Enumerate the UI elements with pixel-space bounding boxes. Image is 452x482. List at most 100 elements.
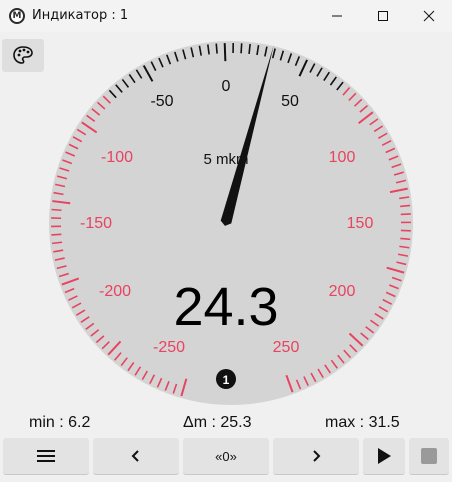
zero-button[interactable]: «0» (183, 438, 269, 475)
dial-tick (95, 335, 105, 344)
dial-tick (310, 372, 317, 383)
title-bar: M Индикатор : 1 (0, 0, 452, 32)
dial-tick (391, 163, 402, 169)
app-logo-icon: M (9, 8, 25, 24)
dial-tick (91, 108, 101, 116)
dial-tick (61, 277, 80, 286)
hamburger-icon (37, 450, 55, 462)
maximize-button[interactable] (360, 0, 406, 32)
close-button[interactable] (406, 0, 452, 32)
dial-tick (127, 361, 135, 372)
dial-tick (85, 322, 95, 330)
minimize-icon (332, 15, 342, 17)
dial-tick (381, 140, 392, 147)
dial-tick (90, 329, 100, 337)
dial-tick (121, 78, 130, 88)
dial-tick (391, 276, 402, 282)
dial-tick (348, 92, 357, 102)
dial-tick (174, 51, 179, 62)
dial-tick (71, 302, 82, 309)
dial-tick (279, 50, 285, 61)
palette-icon (13, 46, 33, 64)
dial-tick (359, 105, 368, 113)
dial-tick (80, 316, 90, 324)
dial-tick (56, 265, 67, 270)
dial-tick (385, 291, 396, 298)
dial-tick (142, 65, 154, 82)
dial-tick (108, 89, 117, 99)
label-100: 100 (329, 149, 356, 166)
dial-tick (353, 98, 363, 107)
dial-tick (115, 84, 123, 93)
dial-tick (149, 374, 156, 385)
dial-tick (215, 43, 218, 54)
dial-tick (397, 253, 409, 257)
previous-button[interactable] (93, 438, 179, 475)
label-minus-150: -150 (80, 215, 112, 232)
dial-tick (240, 43, 243, 54)
label-zero: 0 (222, 78, 231, 95)
dial-tick (52, 200, 71, 205)
dial-tick (377, 132, 388, 139)
dial-tick (400, 204, 411, 208)
dial-tick (378, 306, 389, 313)
dial-tick (101, 341, 110, 350)
label-minus-50: -50 (150, 93, 173, 110)
dial-tick (223, 43, 227, 62)
dial-tick (294, 56, 301, 67)
dial-tick (182, 49, 187, 60)
dial-tick (388, 155, 399, 161)
dial-tick (68, 143, 79, 150)
dial-tick (337, 354, 345, 364)
dial-tick (287, 53, 293, 64)
value-display: 24.3 (173, 277, 278, 337)
dial-tick (309, 63, 316, 73)
dial-tick (316, 67, 323, 77)
dial-tick (399, 245, 410, 249)
dial-tick (59, 167, 70, 172)
dial-tick (52, 241, 63, 245)
dial-tick (271, 48, 276, 59)
label-200: 200 (329, 283, 356, 300)
indicator-badge (216, 369, 236, 389)
dial-tick (57, 175, 68, 180)
next-button[interactable] (273, 438, 359, 475)
dial-tick (248, 43, 251, 55)
dial-tick (386, 266, 405, 274)
dial-tick (120, 357, 128, 367)
dial-tick (369, 319, 380, 327)
dial-tick (336, 81, 344, 91)
menu-button[interactable] (3, 438, 89, 475)
play-icon (378, 448, 391, 464)
dial-tick (343, 349, 352, 359)
dial-tick (166, 54, 172, 65)
indicator-badge-number: 1 (223, 373, 230, 387)
label-250: 250 (273, 339, 300, 356)
dial-tick (135, 69, 143, 79)
dial-tick (256, 44, 260, 56)
dial-tick (158, 57, 164, 68)
dial-tick (348, 332, 364, 347)
dial-tick (107, 340, 122, 356)
minimize-button[interactable] (314, 0, 360, 32)
dial-tick (369, 118, 379, 126)
window-title: Индикатор : 1 (32, 8, 129, 23)
dial-tick (324, 364, 332, 374)
label-minus-200: -200 (99, 283, 131, 300)
dial-tick (55, 183, 66, 188)
dial-tick (295, 379, 302, 390)
maximize-icon (378, 11, 388, 21)
dial-tick (150, 61, 157, 71)
dial-tick (62, 159, 73, 165)
dial-tick (65, 151, 76, 157)
dial-tick (180, 378, 188, 397)
dial-tick (81, 121, 98, 134)
play-button[interactable] (363, 438, 405, 475)
stat-max: max : 31.5 (325, 414, 400, 431)
palette-button[interactable] (2, 39, 44, 72)
dial-tick (54, 257, 65, 261)
dial-tick (51, 233, 62, 236)
gauge-needle (220, 45, 274, 226)
stop-button[interactable] (409, 438, 449, 475)
dial-tick (360, 332, 369, 341)
